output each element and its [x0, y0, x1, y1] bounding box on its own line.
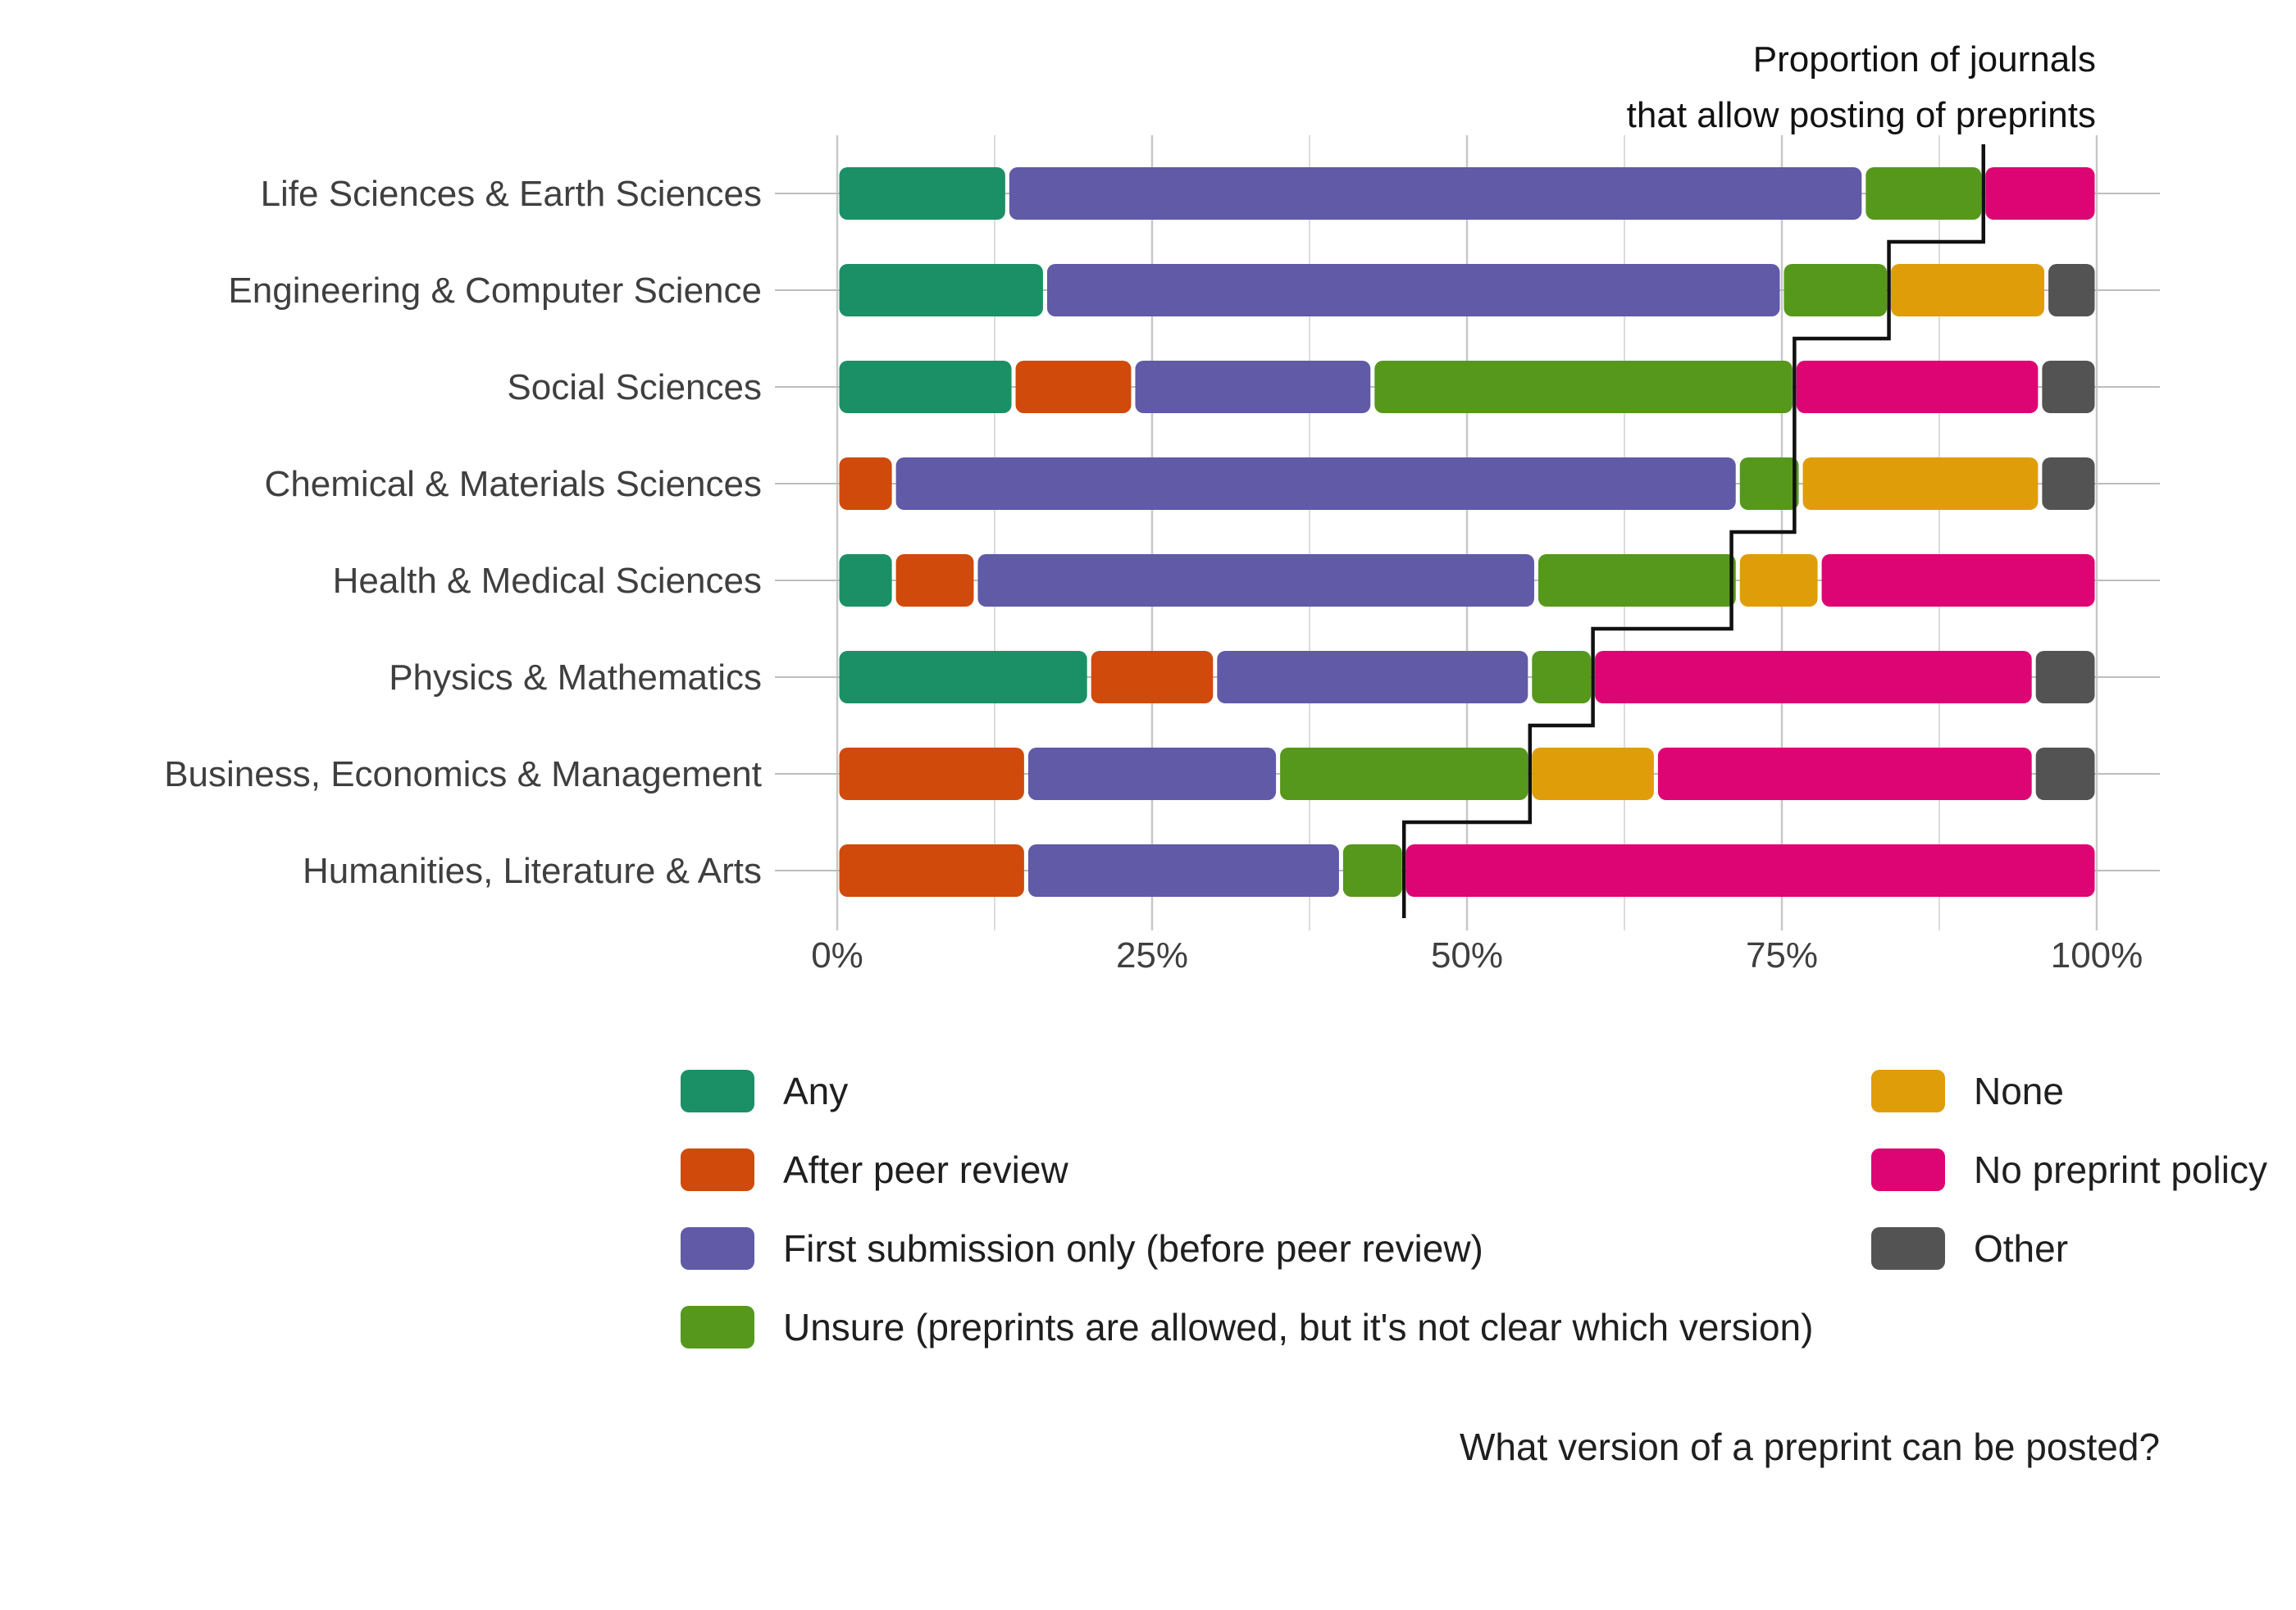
bar-other-business-economics-management — [2035, 748, 2095, 800]
legend-swatch-first-submission-only-before-peer-review — [681, 1227, 754, 1270]
step-annotation: Proportion of journals that allow postin… — [1627, 39, 2096, 135]
x-tick-label: 25% — [1116, 935, 1188, 976]
bar-none-business-economics-management — [1532, 748, 1654, 800]
category-label: Social Sciences — [507, 367, 762, 407]
category-label: Humanities, Literature & Arts — [303, 851, 762, 891]
bar-first-submission-only-before-peer-review-social-sciences — [1135, 361, 1371, 413]
bar-after-peer-review-chemical-materials-sciences — [839, 457, 892, 510]
bar-first-submission-only-before-peer-review-chemical-materials-sciences — [895, 457, 1736, 510]
bar-any-engineering-computer-science — [839, 264, 1043, 316]
bar-after-peer-review-social-sciences — [1015, 361, 1132, 413]
bar-other-engineering-computer-science — [2048, 264, 2095, 316]
x-tick-label: 100% — [2051, 935, 2143, 976]
grid-layer — [775, 135, 2160, 930]
bar-first-submission-only-before-peer-review-life-sciences-earth-sciences — [1009, 167, 1862, 220]
category-label: Business, Economics & Management — [164, 754, 762, 794]
annotation-line-1: Proportion of journals — [1753, 39, 2096, 80]
bar-unsure-preprints-are-allowed-but-it-s-not-clear-which-version-social-sciences — [1374, 361, 1793, 413]
x-tick-label: 0% — [811, 935, 863, 976]
bar-first-submission-only-before-peer-review-physics-mathematics — [1217, 651, 1528, 703]
legend-swatch-unsure-preprints-are-allowed-but-it-s-not-clear-which-version — [681, 1306, 754, 1348]
bar-no-preprint-policy-humanities-literature-arts — [1405, 844, 2095, 897]
bar-first-submission-only-before-peer-review-health-medical-sciences — [977, 554, 1534, 607]
bar-no-preprint-policy-health-medical-sciences — [1821, 554, 2095, 607]
x-tick-label: 75% — [1746, 935, 1818, 976]
bar-other-physics-mathematics — [2035, 651, 2095, 703]
category-label: Health & Medical Sciences — [333, 561, 762, 601]
legend-swatch-other — [1871, 1227, 1945, 1270]
x-tick-labels: 0% 25% 50% 75% 100% — [811, 935, 2143, 976]
legend-swatch-no-preprint-policy — [1871, 1148, 1945, 1191]
bar-other-chemical-materials-sciences — [2042, 457, 2095, 510]
bar-after-peer-review-humanities-literature-arts — [839, 844, 1024, 897]
bar-unsure-preprints-are-allowed-but-it-s-not-clear-which-version-humanities-literature-arts — [1342, 844, 1402, 897]
legend-swatch-any — [681, 1070, 754, 1112]
bar-unsure-preprints-are-allowed-but-it-s-not-clear-which-version-engineering-computer-science — [1784, 264, 1888, 316]
annotation-line-2: that allow posting of preprints — [1627, 95, 2096, 135]
category-label: Chemical & Materials Sciences — [265, 464, 762, 504]
bar-first-submission-only-before-peer-review-humanities-literature-arts — [1027, 844, 1339, 897]
x-tick-label: 50% — [1431, 935, 1503, 976]
bar-unsure-preprints-are-allowed-but-it-s-not-clear-which-version-chemical-materials-sciences — [1739, 457, 1799, 510]
category-labels: Life Sciences & Earth Sciences Engineerin… — [164, 174, 762, 891]
legend: Any After peer review First submission onl… — [681, 1070, 2267, 1348]
category-label: Life Sciences & Earth Sciences — [261, 174, 762, 214]
bar-no-preprint-policy-life-sciences-earth-sciences — [1985, 167, 2095, 220]
bar-after-peer-review-physics-mathematics — [1091, 651, 1214, 703]
bar-none-health-medical-sciences — [1739, 554, 1818, 607]
category-label: Engineering & Computer Science — [228, 271, 762, 311]
bar-first-submission-only-before-peer-review-engineering-computer-science — [1046, 264, 1780, 316]
legend-label-none: None — [1974, 1070, 2064, 1112]
legend-label-no-preprint-policy: No preprint policy — [1974, 1148, 2267, 1191]
legend-label-after-peer-review: After peer review — [783, 1148, 1068, 1191]
category-label: Physics & Mathematics — [389, 657, 762, 698]
bar-any-social-sciences — [839, 361, 1012, 413]
bar-unsure-preprints-are-allowed-but-it-s-not-clear-which-version-physics-mathematics — [1532, 651, 1592, 703]
legend-label-first-submission-only-before-peer-review: First submission only (before peer revie… — [783, 1227, 1483, 1270]
step-line-layer — [1401, 144, 1986, 918]
bar-layer — [839, 167, 2095, 897]
legend-label-any: Any — [783, 1070, 848, 1112]
bar-first-submission-only-before-peer-review-business-economics-management — [1027, 748, 1277, 800]
bar-unsure-preprints-are-allowed-but-it-s-not-clear-which-version-health-medical-sciences — [1538, 554, 1736, 607]
bar-no-preprint-policy-physics-mathematics — [1595, 651, 2032, 703]
bar-unsure-preprints-are-allowed-but-it-s-not-clear-which-version-life-sciences-earth-sciences — [1866, 167, 1982, 220]
bar-any-health-medical-sciences — [839, 554, 892, 607]
bar-none-engineering-computer-science — [1891, 264, 2045, 316]
bar-unsure-preprints-are-allowed-but-it-s-not-clear-which-version-business-economics-management — [1280, 748, 1528, 800]
legend-label-unsure-preprints-are-allowed-but-it-s-not-clear-which-version: Unsure (preprints are allowed, but it's … — [783, 1306, 1813, 1348]
legend-swatch-none — [1871, 1070, 1945, 1112]
bar-other-social-sciences — [2042, 361, 2095, 413]
bar-after-peer-review-business-economics-management — [839, 748, 1024, 800]
bar-any-physics-mathematics — [839, 651, 1087, 703]
bar-no-preprint-policy-business-economics-management — [1657, 748, 2032, 800]
preprint-proportion-step-line — [1401, 144, 1986, 918]
legend-label-other: Other — [1974, 1227, 2068, 1270]
bar-no-preprint-policy-social-sciences — [1796, 361, 2039, 413]
bar-after-peer-review-health-medical-sciences — [895, 554, 974, 607]
bar-none-chemical-materials-sciences — [1802, 457, 2039, 510]
chart-caption: What version of a preprint can be posted… — [1460, 1426, 2160, 1468]
legend-swatch-after-peer-review — [681, 1148, 754, 1191]
bar-any-life-sciences-earth-sciences — [839, 167, 1005, 220]
